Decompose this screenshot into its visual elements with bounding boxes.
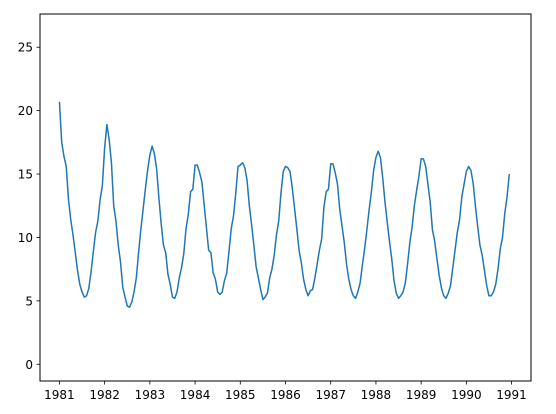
x-tick-label: 1986	[270, 388, 301, 402]
series-line-0	[58, 101, 511, 308]
y-tick-label: 15	[18, 168, 33, 182]
x-tick-label: 1982	[89, 388, 120, 402]
x-axis: 1981 1982 1983 1984 1985 1986 1987 1988 1989 1990…	[44, 381, 527, 402]
x-tick-label: 1988	[361, 388, 392, 402]
x-tick-label: 1989	[406, 388, 437, 402]
y-axis: 0 5 10 15 20 25	[18, 41, 40, 372]
x-tick-label: 1984	[180, 388, 211, 402]
y-tick-label: 0	[25, 358, 33, 372]
y-tick-label: 5	[25, 294, 33, 308]
y-tick-label: 25	[18, 41, 33, 55]
plot-area	[58, 101, 511, 308]
y-tick-label: 10	[18, 231, 33, 245]
x-tick-label: 1983	[135, 388, 166, 402]
x-tick-label: 1981	[44, 388, 75, 402]
x-tick-label: 1987	[315, 388, 346, 402]
x-tick-label: 1991	[496, 388, 527, 402]
x-tick-label: 1985	[225, 388, 256, 402]
y-tick-label: 20	[18, 104, 33, 118]
x-tick-label: 1990	[451, 388, 482, 402]
